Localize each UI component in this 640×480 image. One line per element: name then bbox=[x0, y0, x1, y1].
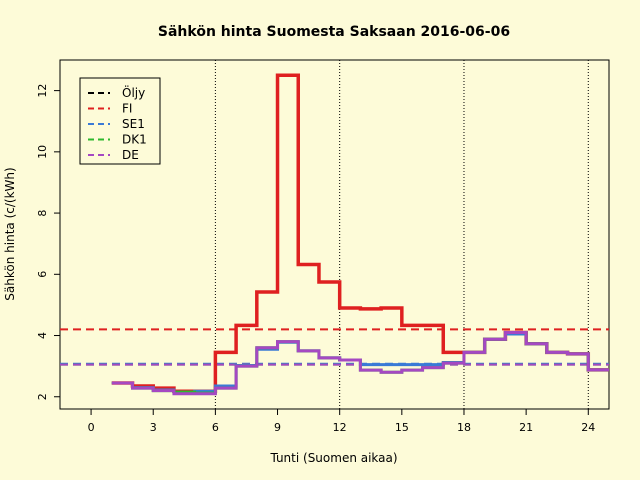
y-axis-label: Sähkön hinta (c/(kWh) bbox=[3, 167, 17, 300]
x-tick-label: 12 bbox=[333, 421, 347, 434]
legend-label: FI bbox=[122, 102, 132, 116]
x-tick-label: 18 bbox=[457, 421, 471, 434]
x-axis: 0 3 6 9 12 15 18 21 24 bbox=[88, 409, 595, 434]
legend-label: DE bbox=[122, 148, 139, 162]
series-line bbox=[111, 330, 609, 396]
vertical-gridlines bbox=[214, 60, 589, 409]
x-tick-label: 6 bbox=[212, 421, 219, 434]
y-tick-label: 12 bbox=[36, 84, 49, 98]
x-axis-label: Tunti (Suomen aikaa) bbox=[269, 451, 397, 465]
series-lines bbox=[111, 73, 609, 396]
x-tick-label: 9 bbox=[274, 421, 281, 434]
x-tick-label: 24 bbox=[581, 421, 595, 434]
mean-lines bbox=[60, 328, 609, 366]
y-tick-label: 10 bbox=[36, 145, 49, 159]
y-tick-label: 8 bbox=[36, 210, 49, 217]
y-axis: 2 4 6 8 10 12 bbox=[36, 84, 60, 400]
legend-label: SE1 bbox=[122, 117, 145, 131]
plot-frame bbox=[59, 59, 610, 410]
y-tick-label: 6 bbox=[36, 271, 49, 278]
legend-label: Öljy bbox=[122, 84, 145, 100]
legend-box bbox=[79, 77, 161, 165]
y-tick-label: 2 bbox=[36, 393, 49, 400]
x-tick-label: 21 bbox=[519, 421, 533, 434]
x-tick-label: 0 bbox=[88, 421, 95, 434]
y-tick-label: 4 bbox=[36, 332, 49, 339]
x-tick-label: 3 bbox=[150, 421, 157, 434]
x-tick-label: 15 bbox=[395, 421, 409, 434]
legend-label: DK1 bbox=[122, 133, 147, 147]
chart-title: Sähkön hinta Suomesta Saksaan 2016-06-06 bbox=[158, 24, 510, 40]
